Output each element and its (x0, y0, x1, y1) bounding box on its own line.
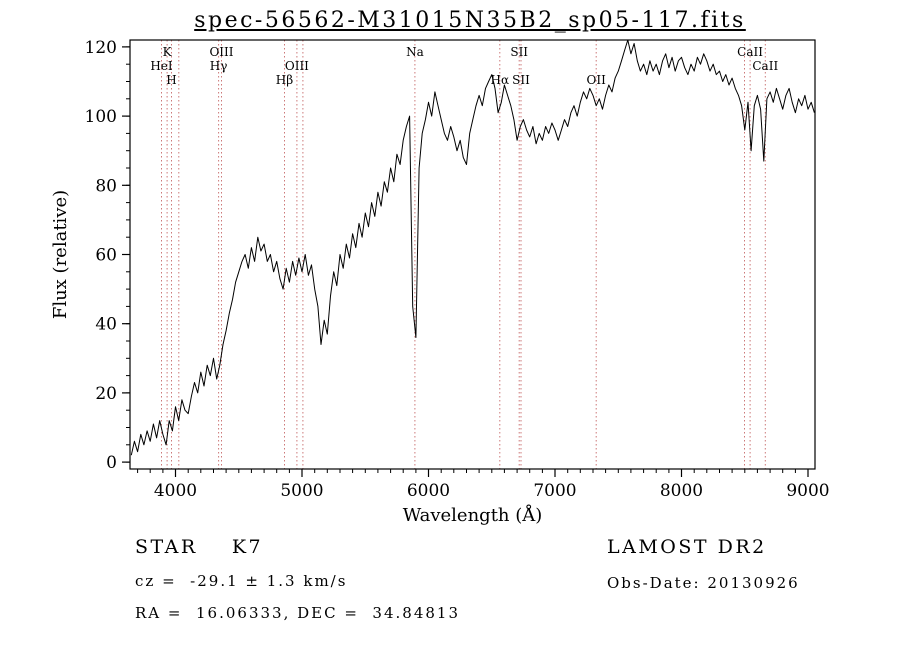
survey-release: LAMOST DR2 (607, 536, 767, 558)
x-tick-label: 9000 (786, 481, 829, 501)
x-tick-label: 4000 (154, 481, 197, 501)
y-tick-label: 40 (95, 315, 117, 335)
spectral-line-label: OIII (209, 45, 233, 59)
y-tick-label: 100 (85, 107, 117, 127)
radial-velocity: cz = -29.1 ± 1.3 km/s (135, 572, 348, 590)
spectral-line-label: OII (587, 73, 607, 87)
plot-title: spec-56562-M31015N35B2_sp05-117.fits (194, 8, 746, 33)
spectral-line-label: Hγ (210, 59, 228, 73)
spectral-line-label: Hβ (276, 73, 293, 87)
spectral-line-label: Na (406, 45, 424, 59)
y-axis-label: Flux (relative) (50, 190, 71, 319)
object-classification: STAR K7 (135, 536, 264, 558)
y-tick-label: 20 (95, 384, 117, 404)
x-axis-label: Wavelength (Å) (403, 504, 543, 526)
x-tick-label: 7000 (533, 481, 576, 501)
spectral-line-label: K (163, 45, 173, 59)
spectral-line-label: Hα (491, 73, 510, 87)
y-tick-label: 80 (95, 176, 117, 196)
spectral-line-label: SII (512, 73, 530, 87)
y-tick-label: 120 (85, 38, 117, 58)
y-tick-label: 60 (95, 246, 117, 266)
plot-frame (129, 39, 816, 470)
x-tick-label: 5000 (280, 481, 323, 501)
spectral-line-label: CaII (752, 59, 778, 73)
spectral-line-label: H (166, 73, 176, 87)
obs-date: Obs-Date: 20130926 (607, 574, 800, 592)
x-tick-label: 8000 (660, 481, 703, 501)
x-tick-label: 6000 (407, 481, 450, 501)
spectral-line-label: HeI (150, 59, 173, 73)
y-tick-label: 0 (106, 453, 117, 473)
spectral-line-label: OIII (285, 59, 309, 73)
spectral-line-label: SII (510, 45, 528, 59)
spectral-line-label: CaII (737, 45, 763, 59)
spectrum-trace (130, 39, 815, 456)
ra-dec-coordinates: RA = 16.06333, DEC = 34.84813 (135, 604, 461, 622)
